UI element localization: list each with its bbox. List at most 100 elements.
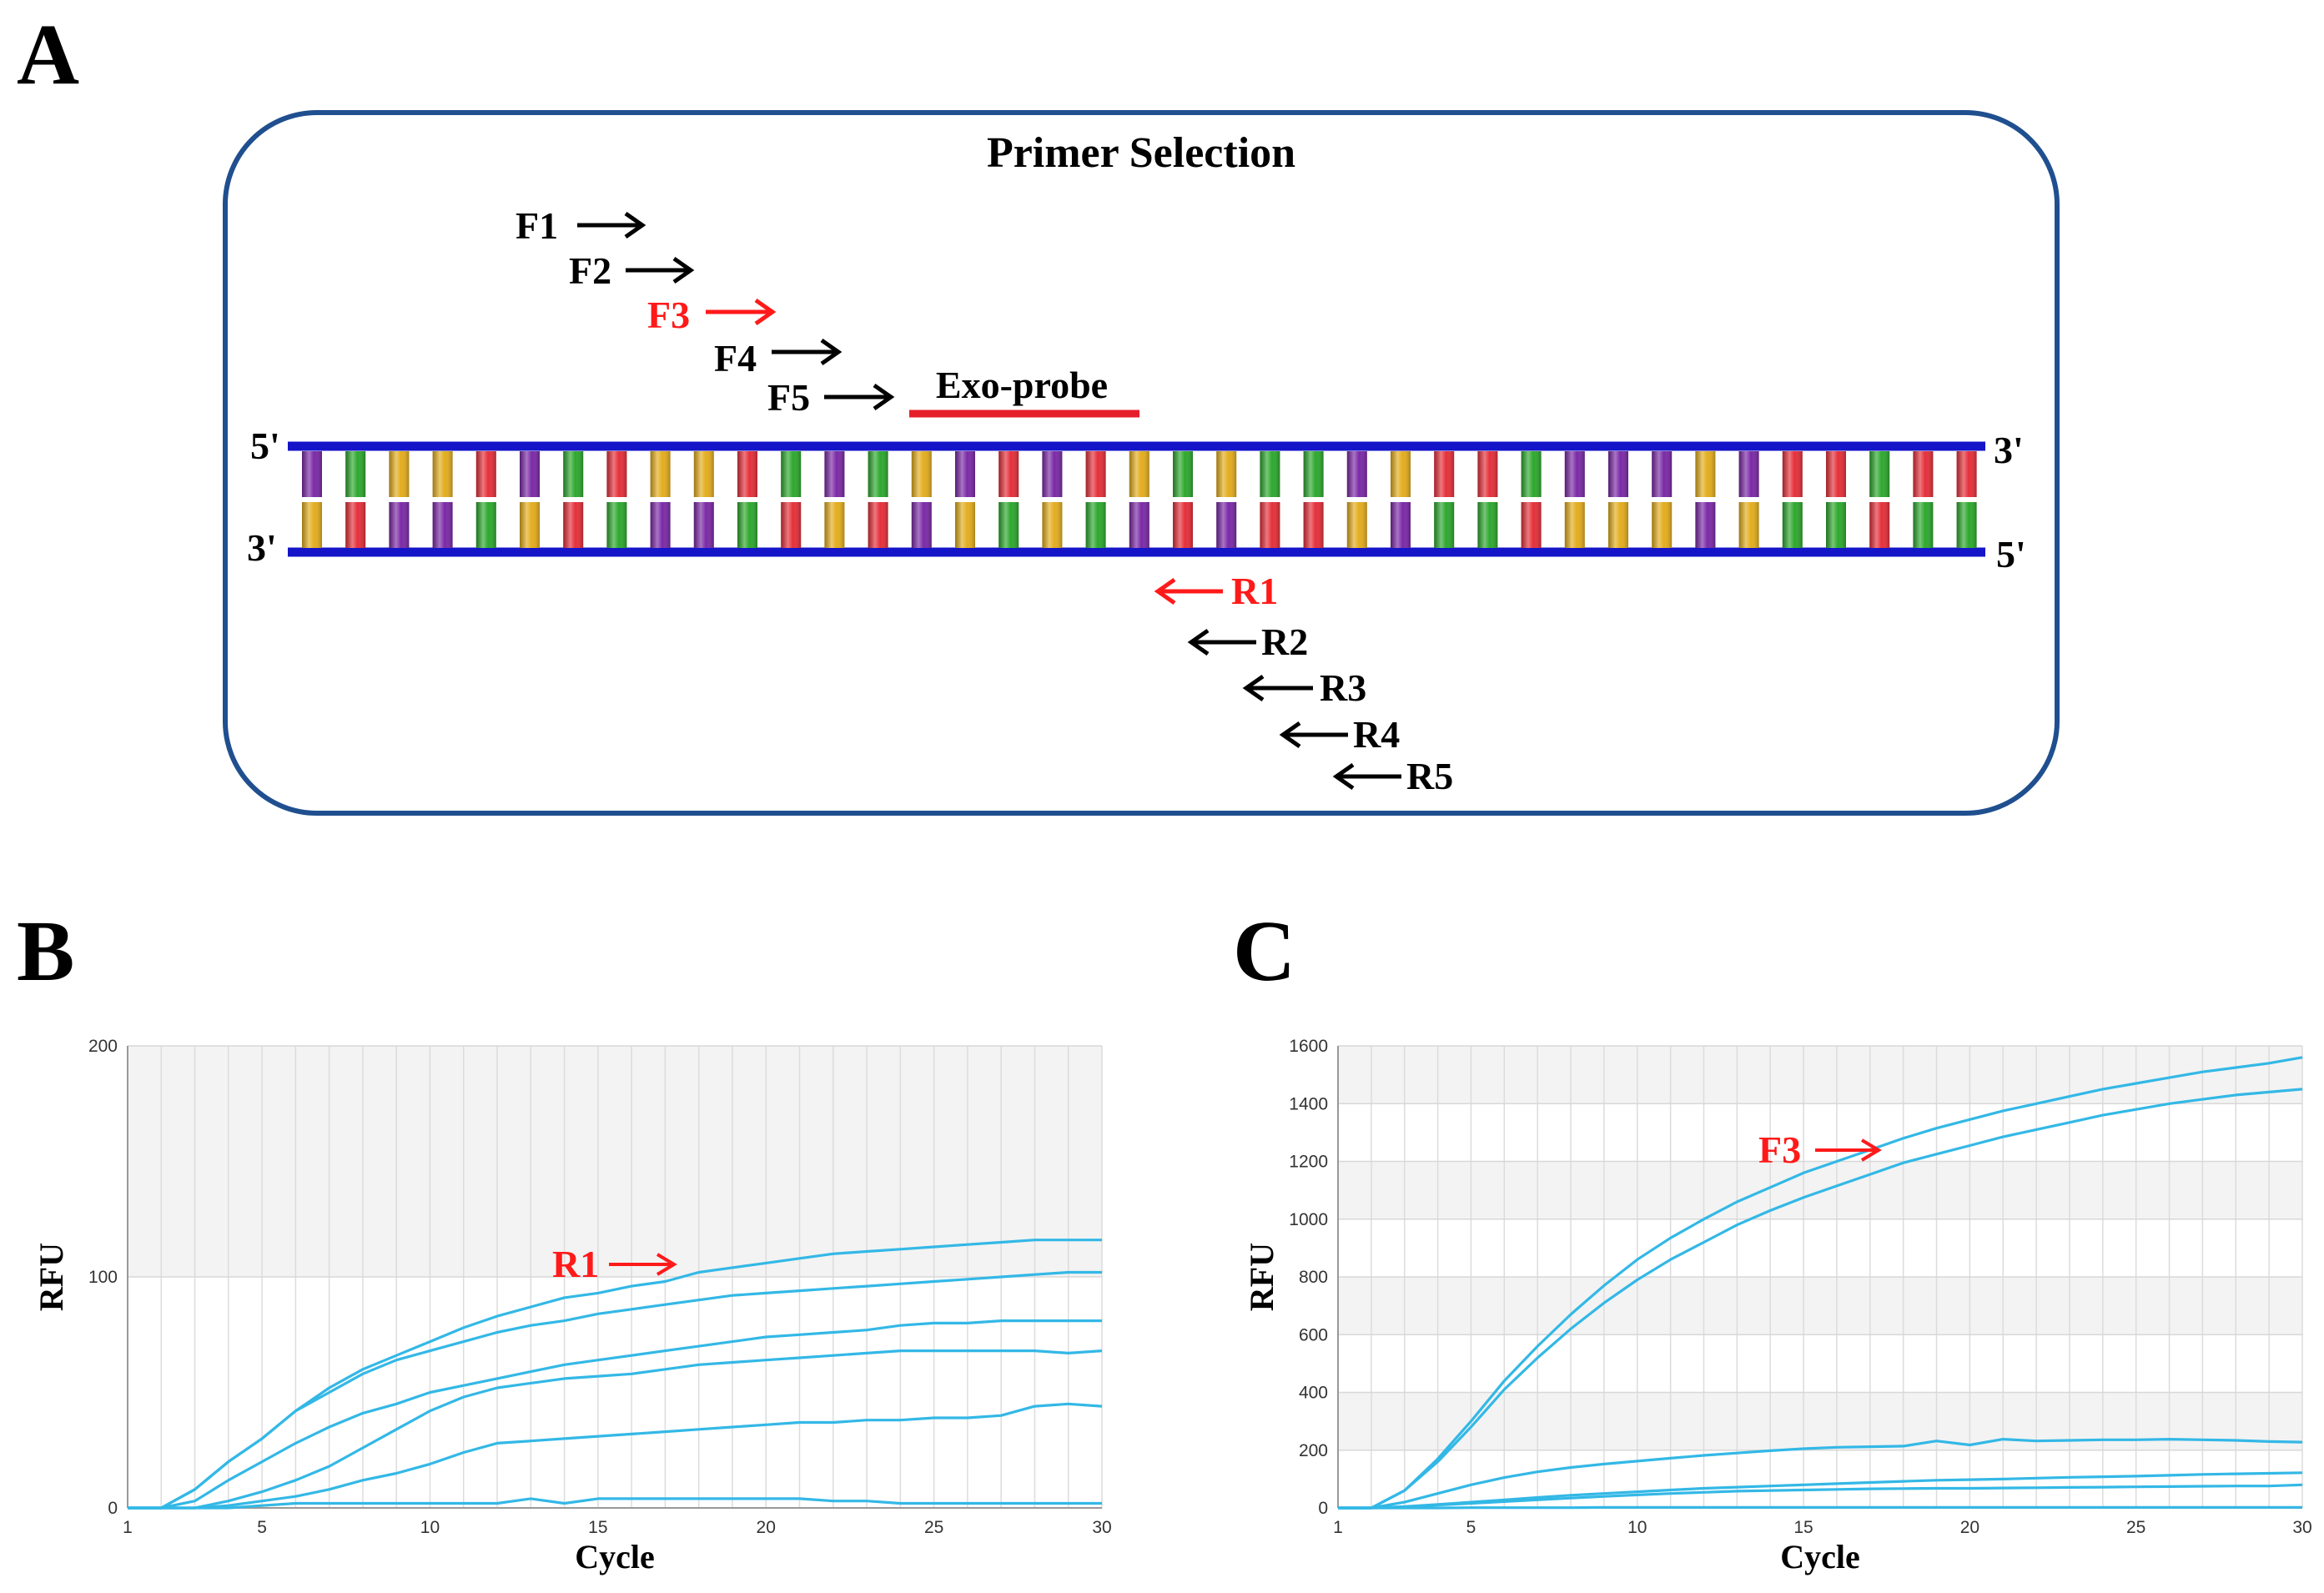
series-line-r3 [128, 1319, 1102, 1510]
series-line-f1 [1338, 1437, 2303, 1510]
nucleotide-shading [1434, 502, 1455, 548]
nucleotide-shading [1782, 502, 1803, 548]
probe-label: Exo-probe [936, 364, 1108, 406]
nucleotide-shading [1652, 451, 1673, 497]
nucleotide-shading [520, 451, 540, 497]
nucleotide-shading [911, 502, 932, 548]
y-axis-label: RFU [33, 1243, 70, 1311]
bottom-strand-5-prime: 5' [1996, 533, 2026, 575]
forward-primer: F2 [569, 249, 695, 292]
nucleotide-shading [1346, 502, 1367, 548]
x-tick-label: 20 [757, 1518, 776, 1537]
y-tick-label: 100 [88, 1268, 118, 1287]
series-line-f4 [1338, 1471, 2303, 1510]
nucleotide-shading [1303, 502, 1324, 548]
nucleotide-shading [1216, 502, 1237, 548]
top-strand-5-prime: 5' [250, 425, 280, 467]
nucleotide-shading [1042, 502, 1063, 548]
nucleotide-shading [432, 502, 453, 548]
nucleotide-shading [1521, 502, 1542, 548]
nucleotide-shading [1738, 502, 1759, 548]
left-arrow-icon [1187, 628, 1256, 656]
plot-band [1338, 1219, 2302, 1277]
forward-primer-label: F5 [767, 376, 810, 419]
nucleotide-shading [1608, 451, 1628, 497]
forward-primer-label: F2 [569, 249, 611, 292]
series-line-f2 [1338, 1088, 2303, 1510]
y-tick-label: 1000 [1289, 1210, 1328, 1229]
series-line-f3 [1338, 1056, 2303, 1510]
plot-band [1338, 1046, 2302, 1104]
nucleotide-shading [737, 502, 757, 548]
y-tick-label: 1600 [1289, 1037, 1328, 1056]
bottom-strand-3-prime: 3' [247, 526, 277, 569]
x-tick-label: 10 [1627, 1518, 1647, 1537]
forward-primer: F1 [516, 204, 646, 247]
nucleotide-shading [389, 451, 410, 497]
nucleotide-shading [1391, 451, 1411, 497]
nucleotide-shading [1826, 451, 1846, 497]
reverse-primer: R4 [1279, 713, 1400, 756]
nucleotide-shading [1173, 502, 1193, 548]
x-tick-label: 25 [924, 1518, 943, 1537]
reverse-primer: R5 [1332, 755, 1453, 797]
y-tick-label: 800 [1299, 1268, 1328, 1287]
left-arrow-icon [1242, 674, 1313, 702]
nucleotide-shading [606, 502, 627, 548]
nucleotide-shading [1738, 451, 1759, 497]
forward-primer-selected: F3 [647, 294, 777, 336]
nucleotide-shading [868, 451, 888, 497]
y-tick-label: 0 [1318, 1499, 1328, 1518]
x-tick-label: 5 [1466, 1518, 1476, 1537]
y-tick-label: 200 [88, 1037, 118, 1056]
y-tick-label: 1200 [1289, 1153, 1328, 1172]
nucleotide-shading [475, 451, 496, 497]
nucleotide-shading [650, 451, 671, 497]
nucleotide-shading [1956, 451, 1977, 497]
nucleotide-shading [345, 502, 366, 548]
nucleotide-shading [1173, 451, 1193, 497]
top-strand-3-prime: 3' [1994, 429, 2024, 471]
nucleotide-shading [1477, 451, 1498, 497]
diagram-frame [223, 110, 2060, 816]
nucleotide-shading [650, 502, 671, 548]
nucleotide-shading [737, 451, 757, 497]
y-tick-label: 0 [108, 1499, 118, 1518]
nucleotide-shading [999, 502, 1019, 548]
reverse-primer-label: R5 [1406, 755, 1453, 797]
nucleotide-shading [1913, 451, 1934, 497]
annotation-label: F3 [1758, 1128, 1801, 1171]
nucleotide-shading [693, 502, 714, 548]
diagram-title: Primer Selection [987, 129, 1295, 177]
nucleotide-shading [824, 451, 845, 497]
nucleotide-shading [1869, 451, 1890, 497]
plot-band [1338, 1161, 2302, 1219]
right-arrow-icon [824, 383, 895, 411]
forward-primer-label: F4 [714, 337, 757, 379]
series-line-ntc [128, 1497, 1102, 1510]
nucleotide-shading [1477, 502, 1498, 548]
nucleotide-shading [1695, 451, 1716, 497]
annotation: R1 [552, 1243, 677, 1285]
reverse-primer-label: R1 [1231, 570, 1278, 612]
annotation-label: R1 [552, 1243, 599, 1285]
x-tick-label: 25 [2126, 1518, 2145, 1537]
y-tick-label: 400 [1299, 1384, 1328, 1403]
plot-band [128, 1277, 1102, 1508]
plot-band [1338, 1392, 2302, 1450]
nucleotide-shading [606, 451, 627, 497]
nucleotide-shading [563, 502, 584, 548]
forward-primer-label: F3 [647, 294, 690, 336]
primer-selection-diagram: Primer Selection 5' 3' 3' 5' Exo-probe F… [223, 110, 2060, 816]
right-arrow-icon [577, 211, 646, 239]
y-tick-label: 200 [1299, 1441, 1328, 1460]
nucleotide-shading [1652, 502, 1673, 548]
right-arrow-icon [772, 338, 843, 366]
nucleotide-shading [868, 502, 888, 548]
plot-band [1338, 1277, 2302, 1335]
y-tick-label: 1400 [1289, 1094, 1328, 1113]
nucleotide-shading [1434, 451, 1455, 497]
y-axis-label: RFU [1243, 1243, 1280, 1311]
nucleotide-shading [1085, 451, 1106, 497]
